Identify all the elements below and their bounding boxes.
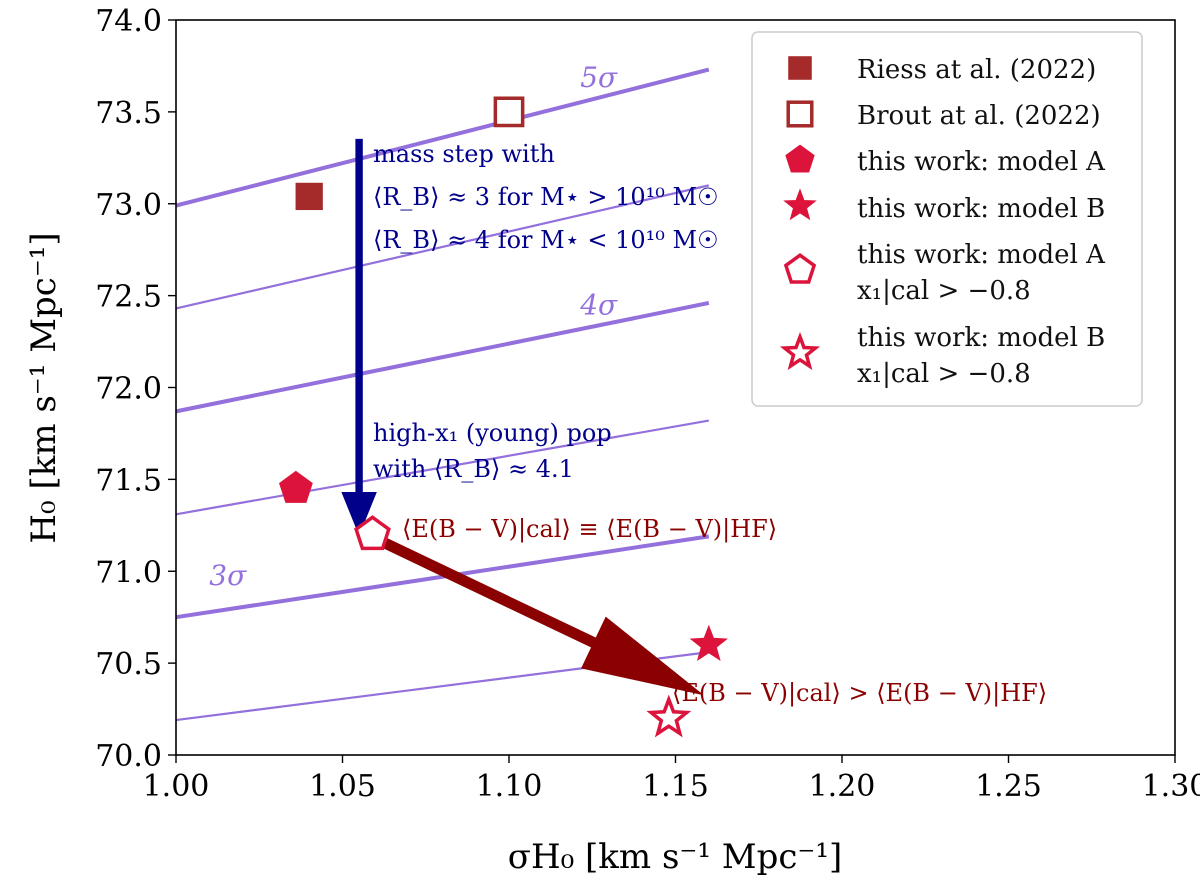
point-pentagon-filled	[279, 470, 313, 503]
x-axis-label: σH₀ [km s⁻¹ Mpc⁻¹]	[508, 837, 843, 877]
y-tick-label: 73.5	[95, 96, 162, 131]
sigma-lines: 5σ 4σ 3σ	[175, 61, 710, 722]
legend-marker-pentagon-filled	[785, 144, 815, 173]
sigma-line	[175, 534, 710, 620]
x-tick-label: 1.05	[309, 769, 376, 804]
legend-marker-square-filled	[788, 56, 812, 80]
legend-marker-star-open	[779, 331, 821, 371]
y-axis-label: H₀ [km s⁻¹ Mpc⁻¹]	[24, 232, 64, 543]
x-tick-label: 1.15	[642, 769, 709, 804]
y-tick-label: 73.0	[95, 188, 162, 223]
sigma-line	[175, 419, 709, 516]
point-star-open	[646, 694, 692, 738]
legend-label-model-a-cut-line2: x₁|cal > −0.8	[857, 276, 1031, 306]
y-tick-label: 70.0	[95, 739, 162, 774]
x-tick-label: 1.30	[1142, 769, 1200, 804]
sigma-label: 4σ	[579, 289, 618, 322]
sigma-label: 5σ	[580, 61, 618, 94]
sigma-label: 3σ	[209, 559, 247, 592]
legend-label-model-b-cut-line2: x₁|cal > −0.8	[857, 359, 1031, 389]
legend-label-model-b: this work: model B	[857, 194, 1105, 224]
shift-arrows	[341, 138, 703, 695]
sigma-line	[175, 184, 710, 310]
annotation-ebv-equal: ⟨E(B − V)|cal⟩ ≡ ⟨E(B − V)|HF⟩	[402, 515, 777, 544]
x-tick-label: 1.00	[143, 769, 210, 804]
y-tick-label: 70.5	[95, 647, 162, 682]
legend-label-model-b-cut: this work: model B	[857, 323, 1105, 353]
legend-label-model-a: this work: model A	[857, 147, 1106, 177]
x-tick-label: 1.10	[476, 769, 543, 804]
legend-marker-square-open	[786, 100, 814, 128]
ebv-shift-arrow	[356, 525, 703, 695]
legend-markers	[779, 56, 821, 371]
axis-ticks: 1.00 1.05 1.10 1.15 1.20 1.25 1.30 70.0 70.5 71.0…	[95, 4, 1200, 804]
annotation-high-x1-line1: high-x₁ (young) pop	[373, 419, 612, 447]
point-square-open	[493, 96, 525, 128]
sigma-line	[175, 301, 710, 414]
x-tick-label: 1.25	[975, 769, 1042, 804]
legend-label-brout: Brout at al. (2022)	[857, 101, 1101, 131]
point-star-filled	[689, 624, 728, 662]
legend-marker-star-filled	[783, 188, 817, 221]
annotation-mass-step-line3: ⟨R_B⟩ ≈ 4 for M⋆ < 10¹⁰ M☉	[373, 226, 719, 254]
annotation-mass-step-line1: mass step with	[373, 140, 555, 168]
legend: Riess at al. (2022) Brout at al. (2022) …	[751, 31, 1143, 407]
annotations: mass step with ⟨R_B⟩ ≈ 3 for M⋆ > 10¹⁰ M…	[373, 140, 1047, 708]
y-tick-label: 72.5	[95, 280, 162, 315]
mass-step-arrow	[341, 138, 377, 536]
x-tick-label: 1.20	[809, 769, 876, 804]
legend-label-model-a-cut: this work: model A	[857, 240, 1106, 270]
legend-label-riess: Riess at al. (2022)	[857, 55, 1096, 85]
legend-box	[751, 31, 1143, 407]
legend-marker-pentagon-open	[783, 253, 817, 284]
data-points	[279, 96, 728, 738]
y-tick-label: 74.0	[95, 4, 162, 39]
annotation-mass-step-line2: ⟨R_B⟩ ≈ 3 for M⋆ > 10¹⁰ M☉	[373, 183, 719, 211]
y-tick-label: 72.0	[95, 372, 162, 407]
y-tick-label: 71.0	[95, 555, 162, 590]
y-tick-label: 71.5	[95, 463, 162, 498]
point-square-filled	[295, 182, 323, 211]
sigma-line	[175, 67, 710, 208]
annotation-ebv-greater: ⟨E(B − V)|cal⟩ > ⟨E(B − V)|HF⟩	[672, 679, 1047, 708]
point-pentagon-open	[354, 515, 391, 551]
annotation-high-x1-line2: with ⟨R_B⟩ ≈ 4.1	[373, 455, 574, 483]
